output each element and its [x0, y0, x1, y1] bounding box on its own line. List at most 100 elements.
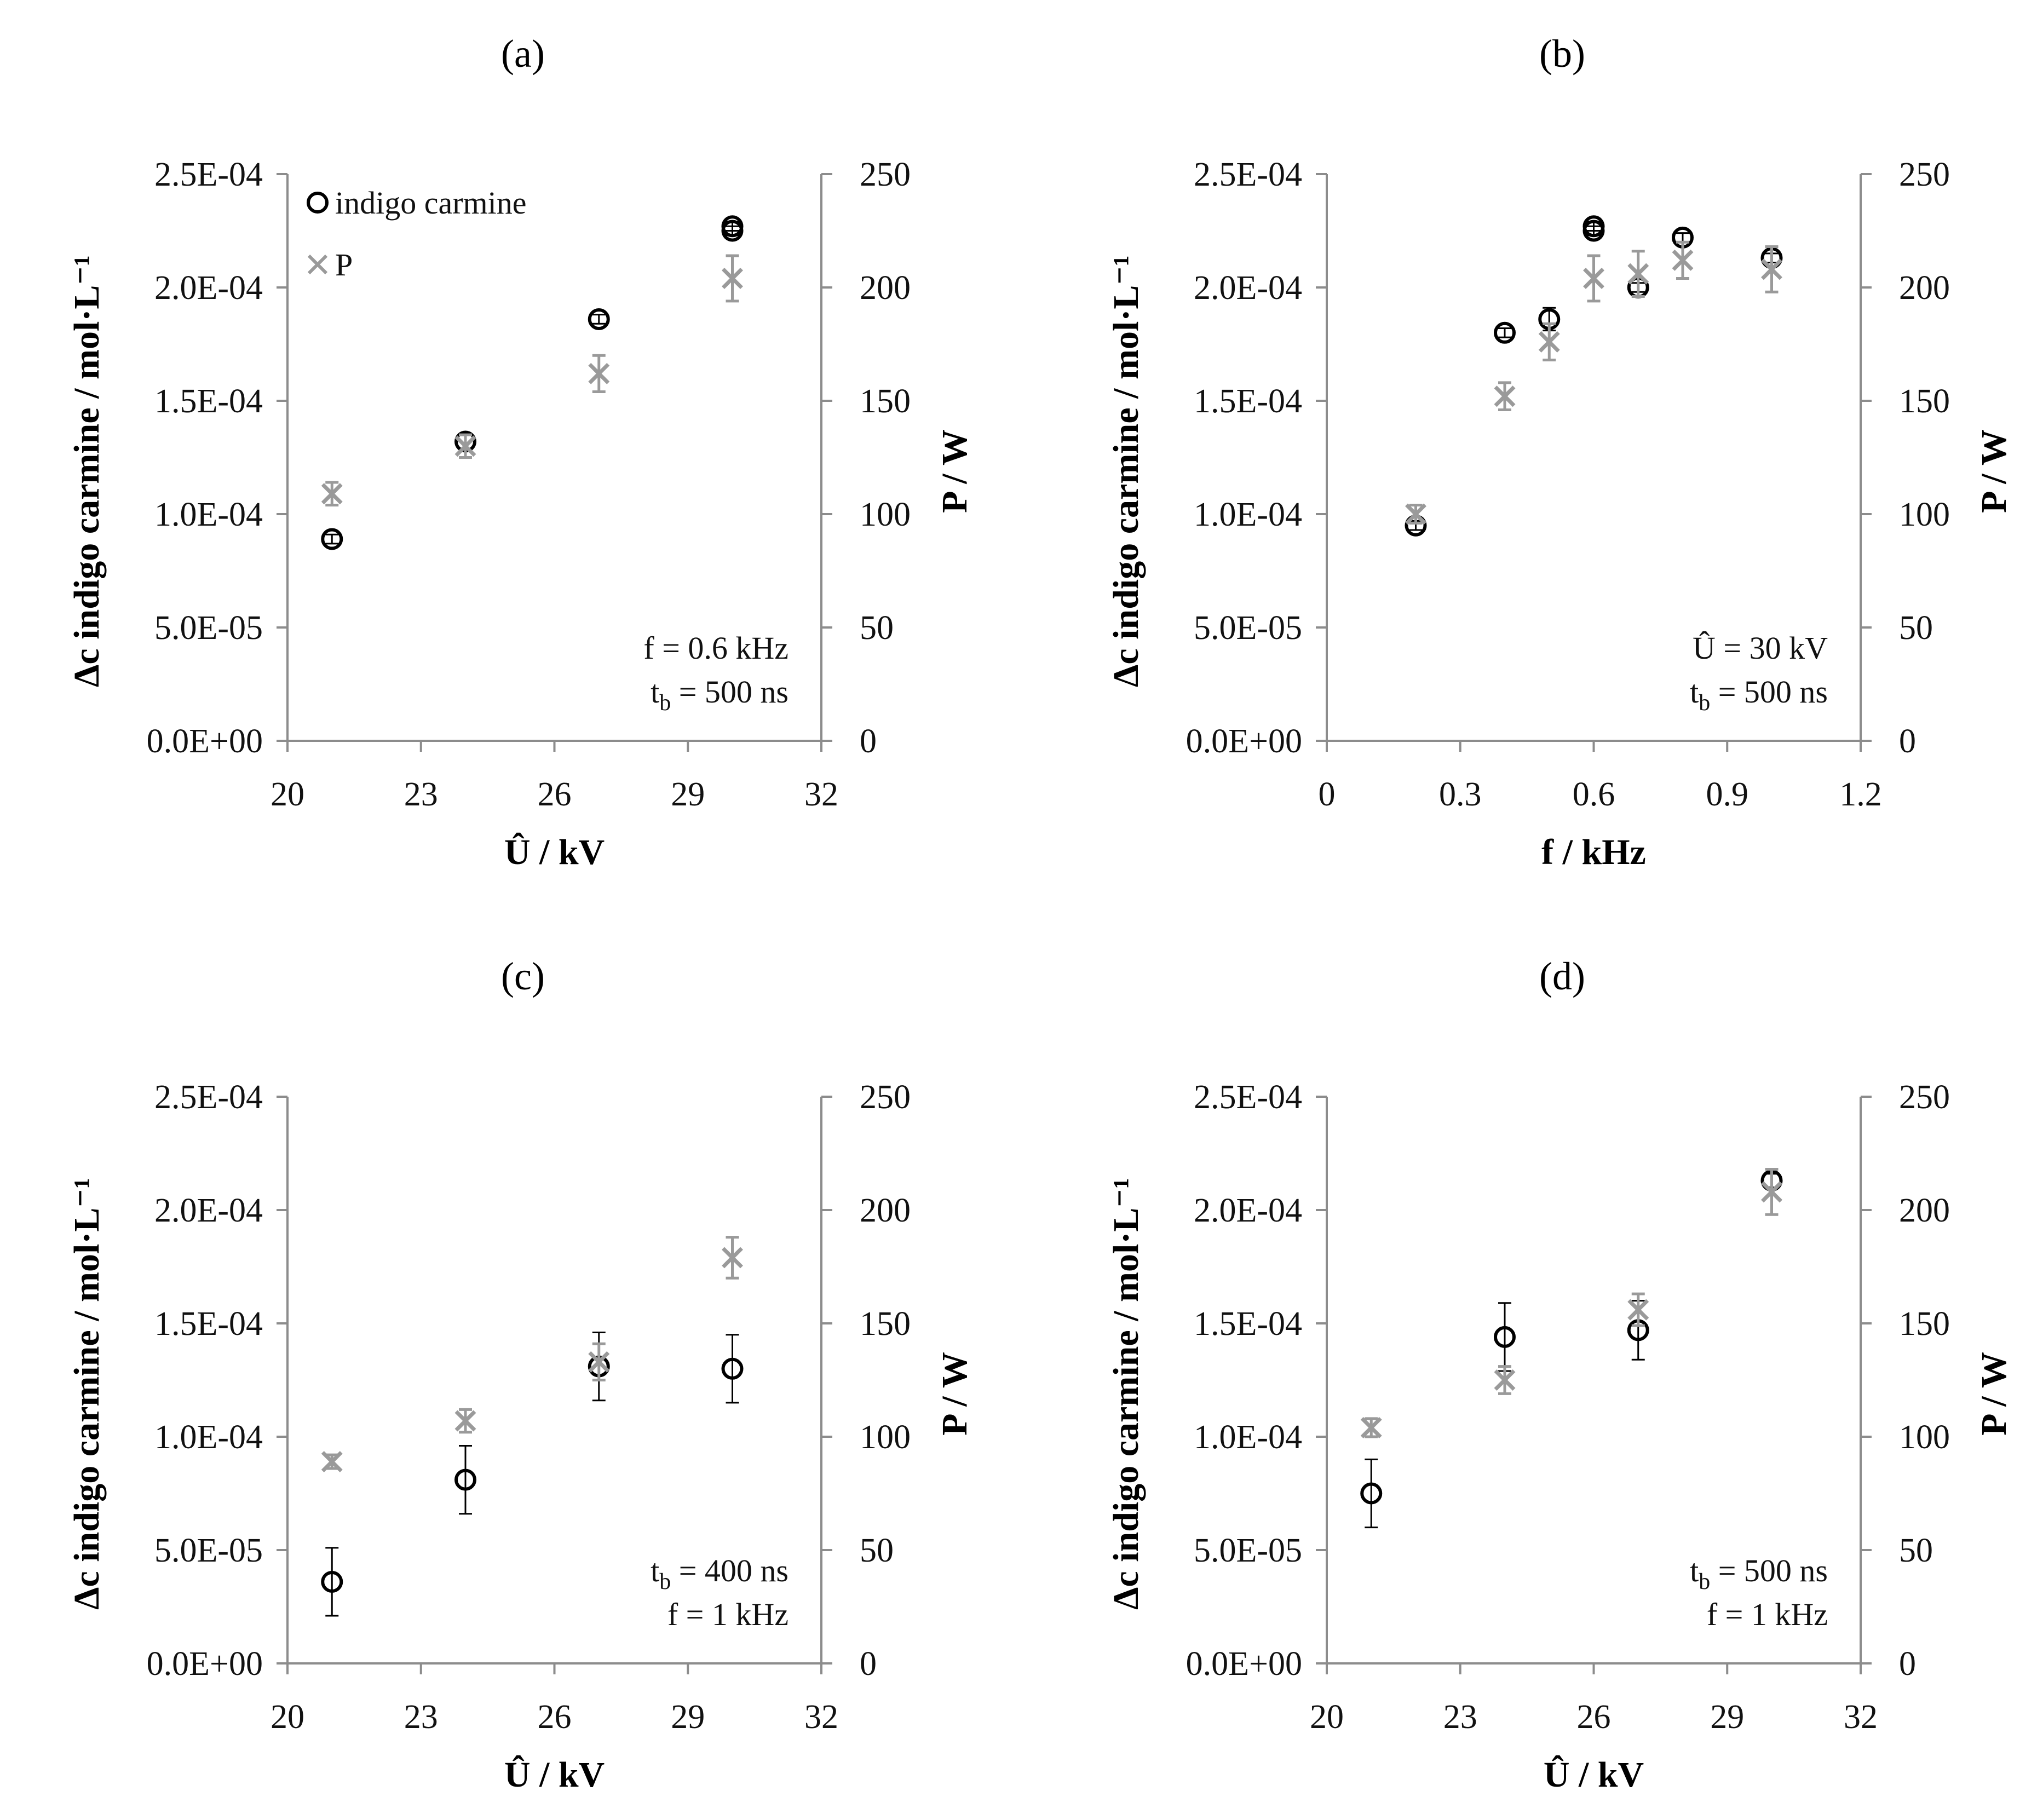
y-tick-label: 0.0E+00 [147, 1645, 263, 1683]
power-point [1627, 263, 1649, 285]
power-point [1360, 1416, 1382, 1438]
y-tick-label: 0.0E+00 [1186, 1645, 1302, 1683]
legend: indigo carmine P [307, 185, 527, 283]
y2-tick-label: 250 [1899, 1079, 1950, 1116]
x-tick-label: 26 [538, 1698, 572, 1736]
y2-tick-label: 100 [1899, 496, 1950, 533]
indigo-carmine-point [721, 1357, 744, 1380]
y2-tick-label: 0 [860, 1645, 877, 1683]
power-point [1405, 503, 1426, 525]
x-tick-label: 0.6 [1573, 776, 1615, 813]
annotation: Û = 30 kV [1693, 630, 1828, 666]
y2-tick-label: 100 [860, 496, 911, 533]
power-point [1494, 385, 1516, 407]
y-tick-label: 1.5E-04 [1194, 1305, 1302, 1343]
x-tick-label: 20 [271, 1698, 304, 1736]
indigo-carmine-point [1494, 1326, 1516, 1348]
chart-panel-d: (d) 0.0E+00 5.0E-05 1.0E-04 1.5E-04 2.0E-04 2.… [1106, 954, 2014, 1795]
power-point [454, 1410, 476, 1432]
y2-axis-title: P / W [1974, 1352, 2014, 1436]
power-point [588, 1351, 610, 1373]
y-tick-label: 0.0E+00 [1186, 723, 1302, 760]
indigo-carmine-point [1582, 215, 1605, 238]
x-tick-label: 32 [1844, 1698, 1878, 1736]
annotation: tb = 500 ns [1690, 1553, 1828, 1594]
panel-label: (d) [1539, 954, 1585, 998]
power-point [321, 1451, 343, 1473]
x-tick-label: 20 [271, 776, 304, 813]
power-point [1538, 331, 1560, 353]
x-tick-label: 23 [404, 776, 438, 813]
y2-tick-label: 150 [1899, 383, 1950, 420]
y2-tick-label: 200 [860, 269, 911, 307]
power-point [1627, 1299, 1649, 1321]
y2-tick-label: 0 [860, 723, 877, 760]
y-axis-title: Δc indigo carmine / mol·L⁻¹ [67, 255, 107, 687]
y-axis-title: Δc indigo carmine / mol·L⁻¹ [1106, 255, 1146, 687]
indigo-carmine-point [454, 1468, 476, 1491]
y2-tick-label: 200 [1899, 1192, 1950, 1229]
y-tick-label: 2.0E-04 [1194, 1192, 1302, 1229]
x-tick-label: 0.9 [1706, 776, 1749, 813]
legend-x-icon [307, 254, 328, 275]
y2-tick-label: 0 [1899, 723, 1916, 760]
indigo-carmine-point [721, 215, 744, 238]
y-tick-label: 1.5E-04 [154, 1305, 263, 1343]
annotation: tb = 500 ns [1690, 674, 1828, 716]
y-axis-title: Δc indigo carmine / mol·L⁻¹ [67, 1178, 107, 1610]
annotation: tb = 400 ns [651, 1553, 789, 1594]
power-point [722, 267, 743, 289]
power-point [1583, 267, 1604, 289]
y-tick-label: 5.0E-05 [1194, 1532, 1302, 1569]
annotation: f = 1 kHz [1707, 1597, 1828, 1632]
power-point [454, 435, 476, 457]
panel-label: (a) [501, 32, 545, 76]
y2-axis-title: P / W [1974, 429, 2014, 513]
annotation: f = 0.6 kHz [643, 630, 789, 666]
y2-tick-label: 200 [860, 1192, 911, 1229]
y-tick-label: 2.5E-04 [1194, 156, 1302, 193]
y2-tick-label: 150 [860, 1305, 911, 1343]
y2-tick-label: 50 [860, 609, 894, 647]
legend-label: indigo carmine [335, 185, 527, 221]
y2-axis-title: P / W [935, 429, 975, 513]
x-axis-title: Û / kV [504, 1755, 605, 1795]
panel-label: (c) [501, 954, 545, 998]
x-axis-title: Û / kV [504, 832, 605, 872]
panel-label: (b) [1539, 32, 1585, 76]
y2-tick-label: 250 [1899, 156, 1950, 193]
x-tick-label: 32 [804, 1698, 838, 1736]
y2-tick-label: 200 [1899, 269, 1950, 307]
y-tick-label: 1.0E-04 [154, 1419, 263, 1456]
y2-tick-label: 250 [860, 1079, 911, 1116]
y-tick-label: 5.0E-05 [1194, 609, 1302, 647]
x-tick-label: 1.2 [1839, 776, 1882, 813]
indigo-carmine-point [1494, 321, 1516, 344]
power-point [588, 362, 610, 384]
indigo-carmine-point [321, 1570, 343, 1593]
power-point [1494, 1369, 1516, 1391]
x-tick-label: 23 [1443, 1698, 1477, 1736]
y2-tick-label: 100 [860, 1419, 911, 1456]
x-tick-label: 32 [804, 776, 838, 813]
x-tick-label: 29 [1710, 1698, 1744, 1736]
chart-panel-b: (b) 0.0E+00 5.0E-05 1.0E-04 1.5E-04 2.0E-04 2.… [1106, 32, 2014, 872]
y-tick-label: 1.0E-04 [154, 496, 263, 533]
power-point [722, 1247, 743, 1269]
legend-circle-icon [307, 192, 329, 214]
chart-panel-a: (a) 0.0E+00 5.0E-05 1.0E-04 1.5E-04 2.0E-04 2.… [67, 32, 975, 872]
power-point [1672, 249, 1694, 271]
indigo-carmine-point [1360, 1482, 1383, 1505]
annotation: tb = 500 ns [651, 674, 789, 716]
y2-tick-label: 50 [1899, 1532, 1933, 1569]
y-tick-label: 1.5E-04 [154, 383, 263, 420]
y2-axis-title: P / W [935, 1352, 975, 1436]
y-axis-title: Δc indigo carmine / mol·L⁻¹ [1106, 1178, 1146, 1610]
y2-tick-label: 150 [1899, 1305, 1950, 1343]
y2-tick-label: 100 [1899, 1419, 1950, 1456]
x-tick-label: 0.3 [1439, 776, 1482, 813]
y-tick-label: 2.5E-04 [154, 1079, 263, 1116]
x-tick-label: 23 [404, 1698, 438, 1736]
y-tick-label: 5.0E-05 [154, 609, 263, 647]
